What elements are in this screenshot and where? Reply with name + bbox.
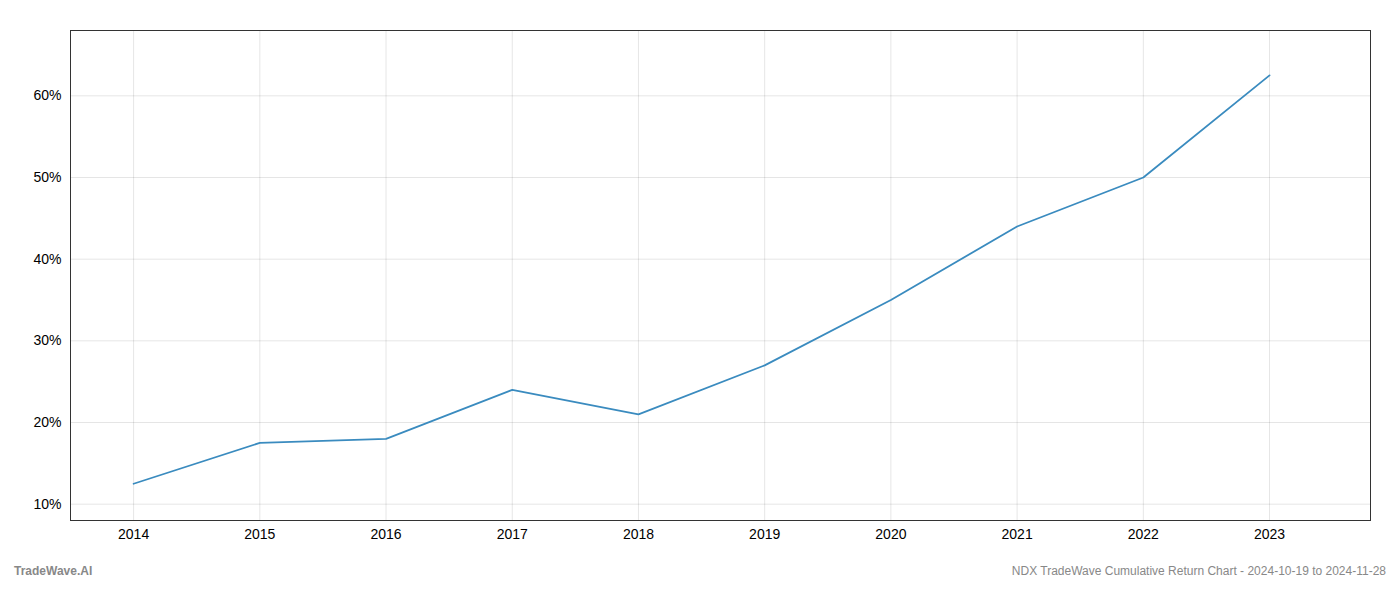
svg-text:2014: 2014 [118,526,149,542]
svg-text:50%: 50% [33,169,61,185]
svg-text:2020: 2020 [875,526,906,542]
svg-text:10%: 10% [33,496,61,512]
svg-text:30%: 30% [33,332,61,348]
html-text:NDX TradeWave Cumulative Retur: NDX TradeWave Cumulative Return Chart - … [1011,564,1386,578]
svg-text:2023: 2023 [1254,526,1285,542]
svg-text:2019: 2019 [749,526,780,542]
html-text:TradeWave.AI: TradeWave.AI [14,564,93,578]
svg-text:2015: 2015 [244,526,275,542]
svg-text:2016: 2016 [370,526,401,542]
svg-text:2021: 2021 [1002,526,1033,542]
svg-text:60%: 60% [33,87,61,103]
svg-text:2018: 2018 [623,526,654,542]
svg-text:2017: 2017 [497,526,528,542]
svg-text:20%: 20% [33,414,61,430]
svg-text:40%: 40% [33,251,61,267]
svg-text:2022: 2022 [1128,526,1159,542]
